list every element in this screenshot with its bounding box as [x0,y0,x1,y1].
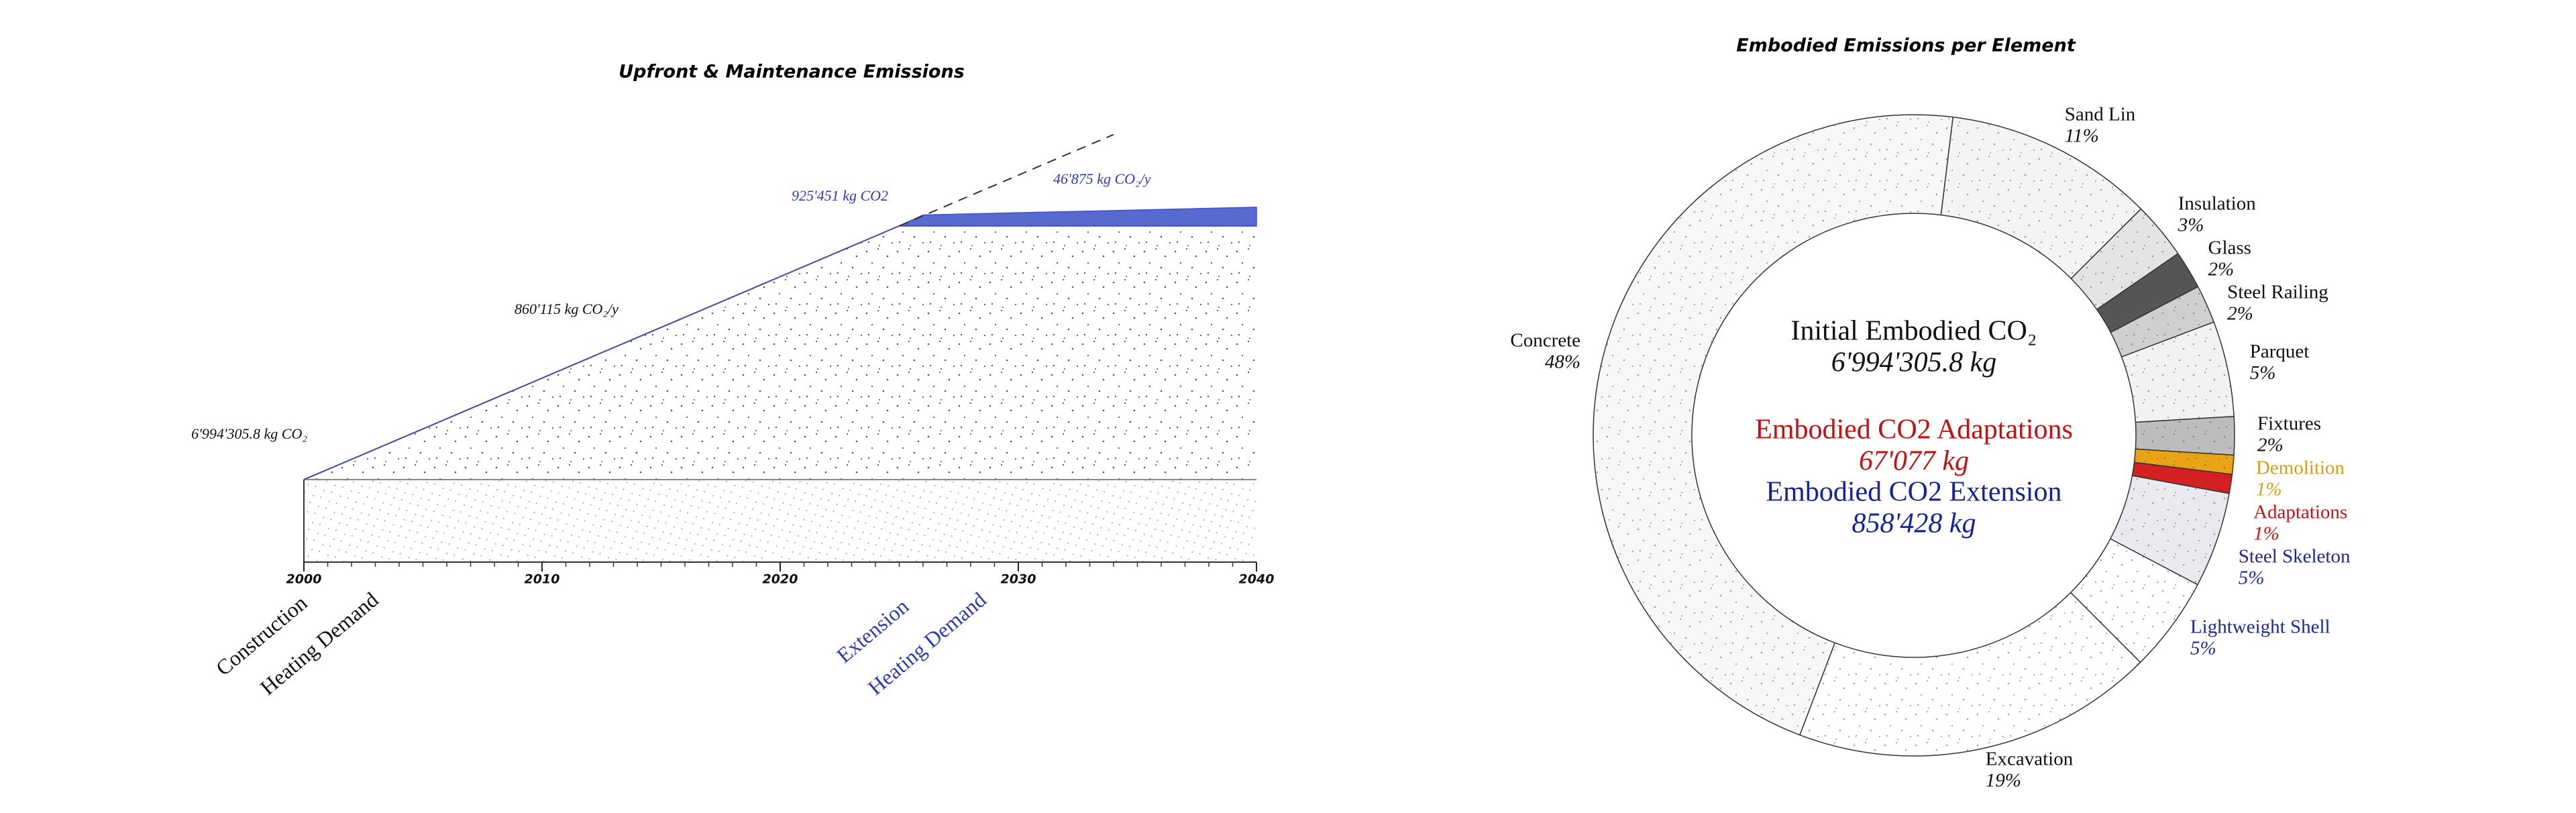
segment-label: Fixtures [2257,413,2321,434]
x-tick-label: 2020 [763,572,798,587]
phase-label: Heating Demand [863,587,991,700]
segment-value: 1% [2256,478,2282,500]
annotation: 925'451 kg CO2 [792,187,888,204]
base-band [304,479,1256,562]
projection-line [899,133,1114,227]
segment-value: 2% [2227,303,2253,324]
center-text: 858'428 kg [1851,508,1976,539]
segment-label: Concrete [1510,329,1580,351]
annotation: 860'115 kg CO₂/y [515,301,619,317]
segment-label: Insulation [2178,193,2256,214]
segment-texture [2121,322,2235,423]
chart-title: Embodied Emissions per Element [1736,36,2076,56]
segment-value: 1% [2253,523,2279,544]
segment-texture [2134,449,2235,475]
phase-label: Heating Demand [256,587,383,700]
annotation: 46'875 kg CO₂/y [1053,170,1151,187]
center-text: Embodied CO2 Extension [1766,477,2062,508]
segment-label: Steel Skeleton [2239,545,2351,567]
center-text: 67'077 kg [1859,446,1969,477]
center-text: Embodied CO2 Adaptations [1755,415,2073,445]
segment-texture [1799,592,2141,757]
segment-value: 5% [2190,638,2216,659]
segment-value: 5% [2250,362,2276,384]
segment-texture [2135,416,2235,455]
segment-label: Glass [2208,237,2251,258]
segment-value: 19% [1986,769,2021,791]
segment-label: Parquet [2250,341,2310,362]
segment-label: Excavation [1986,748,2074,769]
area-fill [304,225,1256,480]
center-text: 6'994'305.8 kg [1831,347,1997,378]
segment-label: Steel Railing [2227,281,2328,303]
segment-value: 2% [2257,434,2284,455]
center-text: Initial Embodied CO₂ [1791,316,2037,347]
segment-texture [2132,462,2233,494]
segment-texture [2110,476,2230,585]
segment-value: 5% [2239,567,2265,588]
segment-texture [2110,286,2214,358]
segment-texture [1593,114,1953,735]
x-tick-label: 2030 [1001,572,1036,587]
annotation: 6'994'305.8 kg CO₂ [191,425,307,442]
segment-texture [1941,117,2141,279]
segment-value: 11% [2065,125,2099,147]
segment-label: Lightweight Shell [2190,616,2330,638]
x-tick-label: 2010 [525,572,560,587]
chart-title: Upfront & Maintenance Emissions [619,62,965,83]
segment-value: 3% [2178,214,2204,235]
segment-value: 48% [1545,351,1580,372]
x-tick-label: 2040 [1239,572,1275,587]
segment-texture [2096,253,2198,333]
segment-texture [2070,539,2198,663]
segment-texture [2071,209,2178,310]
segment-label: Adaptations [2253,501,2347,523]
segment-label: Sand Lin [2065,104,2136,125]
x-tick-label: 2000 [286,572,322,587]
segment-value: 2% [2208,258,2235,280]
segment-label: Demolition [2256,457,2345,478]
